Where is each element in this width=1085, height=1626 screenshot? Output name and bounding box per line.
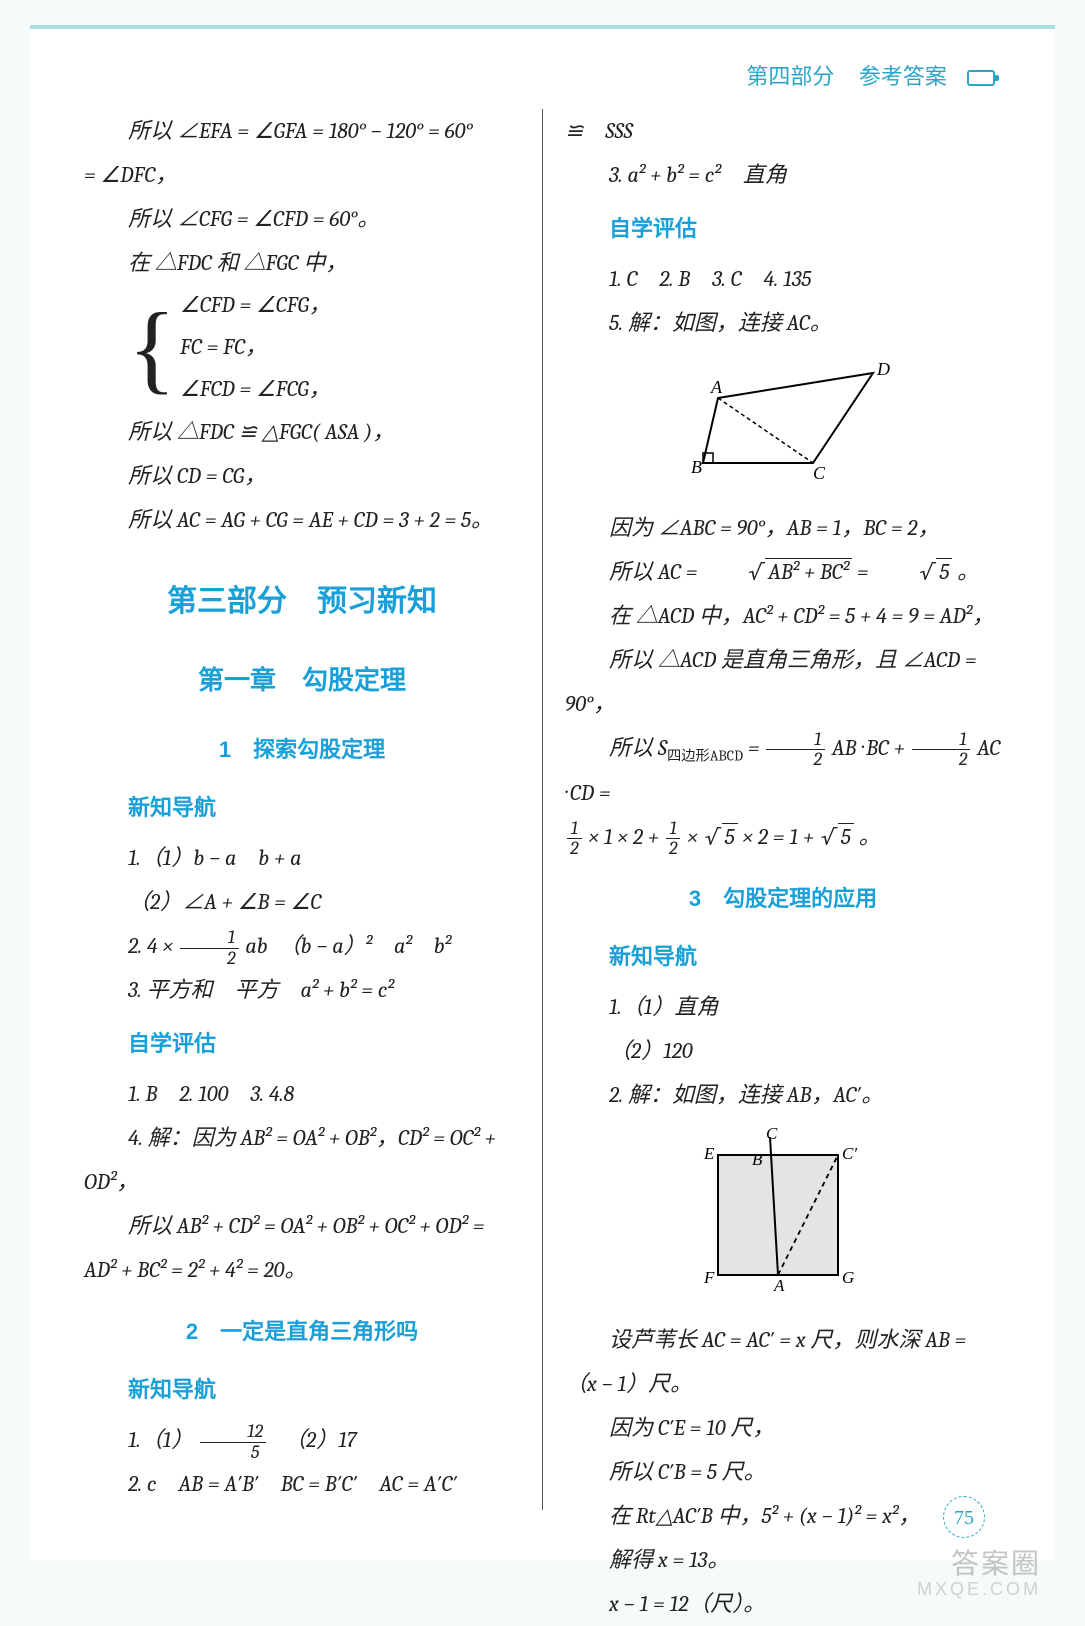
- fraction: 12: [567, 819, 582, 859]
- line: 1.（1）b − a b + a: [84, 836, 520, 880]
- sqrt: 5: [703, 815, 738, 859]
- line: 3. a² + b² = c² 直角: [565, 153, 1001, 197]
- line: 所以 AC = AB² + BC² = 5 。: [565, 550, 1001, 594]
- sqrt: 5: [873, 550, 952, 594]
- line: 12 × 1 × 2 + 12 × 5 × 2 = 1 + 5 。: [565, 815, 1001, 859]
- sub-heading: 自学评估: [565, 207, 1001, 251]
- page-header: 第四部分 参考答案: [70, 59, 1015, 91]
- right-column: ≌ SSS 3. a² + b² = c² 直角 自学评估 1. C 2. B …: [543, 109, 1015, 1510]
- line: 所以 △FDC ≌ △FGC( ASA )，: [84, 410, 520, 454]
- sqrt: 5: [819, 815, 854, 859]
- line: 所以 CD = CG，: [84, 454, 520, 498]
- brace-lines: ∠CFD = ∠CFG， FC = FC， ∠FCD = ∠FCG，: [180, 285, 331, 410]
- section-heading: 1 探索勾股定理: [84, 728, 520, 772]
- label-A: A: [710, 377, 723, 397]
- line: 5. 解：如图，连接 AC。: [565, 301, 1001, 345]
- header-part: 第四部分: [746, 64, 834, 89]
- line: ∠CFD = ∠CFG，: [180, 285, 331, 327]
- line: 所以 AC = AG + CG = AE + CD = 3 + 2 = 5。: [84, 498, 520, 542]
- line: （x − 1）尺。: [565, 1362, 1001, 1406]
- label-B: B: [752, 1150, 763, 1169]
- line: = ∠DFC，: [84, 153, 520, 197]
- line: FC = FC，: [180, 327, 331, 369]
- label-C: C: [813, 463, 826, 483]
- line: AD² + BC² = 2² + 4² = 20。: [84, 1248, 520, 1292]
- left-brace-icon: {: [128, 298, 176, 398]
- line: 在 △ACD 中，AC² + CD² = 5 + 4 = 9 = AD²，: [565, 594, 1001, 638]
- quadrilateral-svg: A B C D: [673, 353, 893, 483]
- line: 2. 解：如图，连接 AB，AC′。: [565, 1073, 1001, 1117]
- line: 所以 △ACD 是直角三角形，且 ∠ACD = 90°，: [565, 638, 1001, 726]
- line: 解得 x = 13。: [565, 1538, 1001, 1582]
- fraction: 12: [912, 730, 971, 770]
- line: 1.（1） 125 （2）17: [84, 1418, 520, 1462]
- sub-heading: 新知导航: [565, 935, 1001, 979]
- label-F: F: [703, 1268, 715, 1287]
- line: ∠FCD = ∠FCG，: [180, 369, 331, 411]
- line: 所以 S四边形ABCD = 12 AB · BC + 12 AC · CD =: [565, 726, 1001, 815]
- sqrt: AB² + BC²: [702, 550, 852, 594]
- label-B: B: [691, 457, 702, 477]
- brace-group: { ∠CFD = ∠CFG， FC = FC， ∠FCD = ∠FCG，: [128, 285, 520, 410]
- label-D: D: [876, 359, 890, 379]
- section-heading: 3 勾股定理的应用: [565, 877, 1001, 921]
- two-column-layout: 所以 ∠EFA = ∠GFA = 180° − 120° = 60° = ∠DF…: [70, 109, 1015, 1510]
- label-G: G: [842, 1268, 854, 1287]
- line: x − 1 = 12（尺）。: [565, 1582, 1001, 1626]
- line: （2）∠A + ∠B = ∠C: [84, 880, 520, 924]
- line: 所以 ∠EFA = ∠GFA = 180° − 120° = 60°: [84, 109, 520, 153]
- fraction: 12: [180, 928, 239, 968]
- part-heading: 第三部分 预习新知: [84, 572, 520, 632]
- line: 1. B 2. 100 3. 4.8: [84, 1072, 520, 1116]
- line: 所以 AB² + CD² = OA² + OB² + OC² + OD² =: [84, 1204, 520, 1248]
- line: 因为 C′E = 10 尺，: [565, 1406, 1001, 1450]
- line: 设芦苇长 AC = AC′ = x 尺，则水深 AB =: [565, 1318, 1001, 1362]
- sub-heading: 新知导航: [84, 786, 520, 830]
- chapter-heading: 第一章 勾股定理: [84, 654, 520, 706]
- fraction: 12: [766, 730, 825, 770]
- label-C: C: [766, 1125, 778, 1143]
- left-column: 所以 ∠EFA = ∠GFA = 180° − 120° = 60° = ∠DF…: [70, 109, 543, 1510]
- line: 2. c AB = A′B′ BC = B′C′ AC = A′C′: [84, 1462, 520, 1506]
- sub-heading: 自学评估: [84, 1022, 520, 1066]
- page: 第四部分 参考答案 所以 ∠EFA = ∠GFA = 180° − 120° =…: [30, 25, 1055, 1560]
- header-title: 参考答案: [859, 64, 947, 89]
- reed-svg: E C B C′ F A G: [688, 1125, 878, 1295]
- section-heading: 2 一定是直角三角形吗: [84, 1310, 520, 1354]
- line: 因为 ∠ABC = 90°，AB = 1，BC = 2，: [565, 506, 1001, 550]
- figure-2: E C B C′ F A G: [565, 1125, 1001, 1310]
- line: 1.（1）直角: [565, 985, 1001, 1029]
- line: 2. 4 × 12 ab （b − a）² a² b²: [84, 924, 520, 968]
- line: （2）120: [565, 1029, 1001, 1073]
- label-Cp: C′: [842, 1144, 857, 1163]
- line: 3. 平方和 平方 a² + b² = c²: [84, 968, 520, 1012]
- line: 在 △FDC 和 △FGC 中，: [84, 241, 520, 285]
- label-A: A: [773, 1276, 785, 1295]
- fraction: 12: [666, 819, 681, 859]
- figure-1: A B C D: [565, 353, 1001, 498]
- battery-icon: [967, 70, 995, 86]
- line: ≌ SSS: [565, 109, 1001, 153]
- line: 所以 ∠CFG = ∠CFD = 60°。: [84, 197, 520, 241]
- fraction: 125: [200, 1422, 266, 1462]
- line: 4. 解：因为 AB² = OA² + OB²，CD² = OC² +: [84, 1116, 520, 1160]
- line: 在 Rt△AC′B 中，5² + (x − 1)² = x²，: [565, 1494, 1001, 1538]
- page-number: 75: [943, 1496, 985, 1538]
- label-E: E: [703, 1144, 715, 1163]
- line: OD²，: [84, 1160, 520, 1204]
- sub-heading: 新知导航: [84, 1368, 520, 1412]
- line: 所以 C′B = 5 尺。: [565, 1450, 1001, 1494]
- line: 1. C 2. B 3. C 4. 135: [565, 257, 1001, 301]
